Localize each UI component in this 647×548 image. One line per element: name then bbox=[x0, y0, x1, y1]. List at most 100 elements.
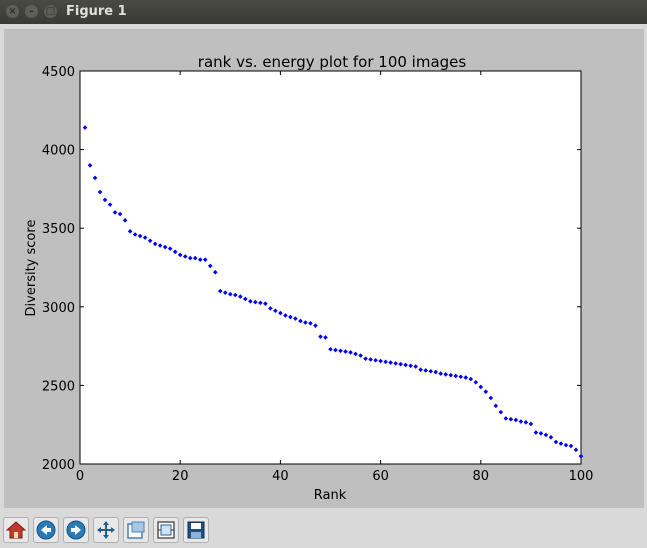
data-point bbox=[483, 389, 489, 394]
data-point bbox=[548, 434, 554, 440]
close-window-button[interactable]: × bbox=[6, 5, 19, 18]
data-point bbox=[318, 334, 323, 339]
configure-subplots-button[interactable] bbox=[153, 517, 179, 543]
data-point bbox=[233, 292, 238, 298]
data-point bbox=[348, 350, 353, 355]
data-point bbox=[473, 379, 479, 385]
home-button[interactable] bbox=[3, 517, 29, 543]
data-point bbox=[568, 443, 574, 449]
data-point bbox=[243, 296, 248, 302]
zoom-button[interactable] bbox=[123, 517, 149, 543]
data-point bbox=[127, 229, 133, 234]
window-title: Figure 1 bbox=[66, 4, 127, 19]
data-point bbox=[373, 357, 378, 363]
data-point bbox=[573, 447, 579, 453]
data-point bbox=[488, 395, 494, 401]
data-point bbox=[278, 310, 283, 316]
data-point bbox=[478, 384, 484, 390]
data-point bbox=[222, 290, 228, 295]
data-point bbox=[458, 374, 464, 380]
x-tick-label: 100 bbox=[569, 469, 594, 484]
data-point bbox=[107, 202, 113, 207]
data-point bbox=[448, 372, 454, 378]
data-point bbox=[508, 416, 514, 422]
maximize-window-button[interactable]: □ bbox=[44, 5, 57, 18]
data-point bbox=[558, 441, 564, 446]
data-point bbox=[182, 254, 188, 259]
pan-move-icon bbox=[97, 521, 115, 539]
home-icon bbox=[6, 521, 26, 539]
pan-button[interactable] bbox=[93, 517, 119, 543]
data-point bbox=[172, 249, 178, 255]
data-point bbox=[393, 361, 398, 366]
data-point bbox=[87, 163, 93, 168]
subplots-config-icon bbox=[157, 521, 175, 539]
data-point bbox=[518, 419, 524, 424]
data-point bbox=[363, 356, 368, 361]
save-disk-icon bbox=[187, 521, 205, 539]
data-point bbox=[313, 323, 318, 328]
data-point bbox=[97, 189, 103, 195]
save-button[interactable] bbox=[183, 517, 209, 543]
x-tick-label: 80 bbox=[473, 469, 490, 484]
data-point bbox=[268, 306, 273, 311]
y-tick-label: 4500 bbox=[42, 65, 75, 80]
data-point bbox=[253, 299, 258, 305]
data-point bbox=[418, 367, 423, 372]
data-point bbox=[398, 361, 403, 367]
data-point bbox=[248, 298, 253, 304]
data-point bbox=[102, 197, 108, 203]
data-point bbox=[368, 357, 373, 362]
data-point bbox=[217, 288, 223, 294]
data-point bbox=[187, 255, 193, 261]
data-point bbox=[543, 432, 549, 438]
data-point bbox=[423, 368, 428, 373]
data-point bbox=[383, 359, 388, 365]
zoom-rect-icon bbox=[127, 521, 145, 539]
data-point bbox=[463, 375, 469, 380]
y-tick-label: 3000 bbox=[42, 301, 75, 316]
data-point bbox=[493, 403, 499, 409]
data-point bbox=[328, 346, 333, 352]
data-point bbox=[553, 439, 559, 445]
data-point bbox=[197, 257, 203, 262]
data-point bbox=[117, 211, 123, 217]
data-point bbox=[92, 175, 98, 181]
figure-canvas: rank vs. energy plot for 100 images Rank… bbox=[4, 29, 644, 508]
scatter-chart: rank vs. energy plot for 100 images Rank… bbox=[24, 53, 594, 503]
navigation-toolbar bbox=[0, 512, 647, 548]
data-point bbox=[122, 218, 128, 223]
data-point bbox=[137, 233, 143, 239]
data-point bbox=[388, 360, 393, 365]
data-point bbox=[288, 314, 293, 320]
data-point bbox=[378, 358, 383, 364]
data-point bbox=[207, 263, 213, 269]
forward-button[interactable] bbox=[63, 517, 89, 543]
data-point bbox=[112, 210, 118, 215]
data-point bbox=[298, 318, 303, 324]
data-point bbox=[228, 291, 233, 297]
data-point bbox=[408, 363, 413, 369]
x-tick-label: 20 bbox=[172, 469, 189, 484]
data-point bbox=[283, 313, 288, 318]
data-point bbox=[533, 430, 539, 435]
data-point bbox=[433, 369, 439, 375]
plot-area bbox=[79, 70, 582, 465]
data-point bbox=[343, 349, 348, 354]
data-point bbox=[353, 351, 358, 357]
data-point bbox=[523, 420, 529, 425]
data-point bbox=[142, 235, 148, 240]
x-tick-label: 40 bbox=[272, 469, 289, 484]
y-axis-label: Diversity score bbox=[24, 220, 39, 317]
y-tick-label: 3500 bbox=[42, 222, 75, 237]
data-point bbox=[238, 294, 243, 299]
minimize-window-button[interactable]: – bbox=[25, 5, 38, 18]
x-tick-label: 60 bbox=[372, 469, 389, 484]
data-point bbox=[563, 442, 569, 448]
back-arrow-icon bbox=[36, 520, 56, 540]
data-point bbox=[273, 308, 278, 314]
data-point bbox=[403, 362, 408, 368]
window-title-bar: × – □ Figure 1 bbox=[0, 0, 647, 24]
back-button[interactable] bbox=[33, 517, 59, 543]
data-point bbox=[167, 246, 173, 251]
